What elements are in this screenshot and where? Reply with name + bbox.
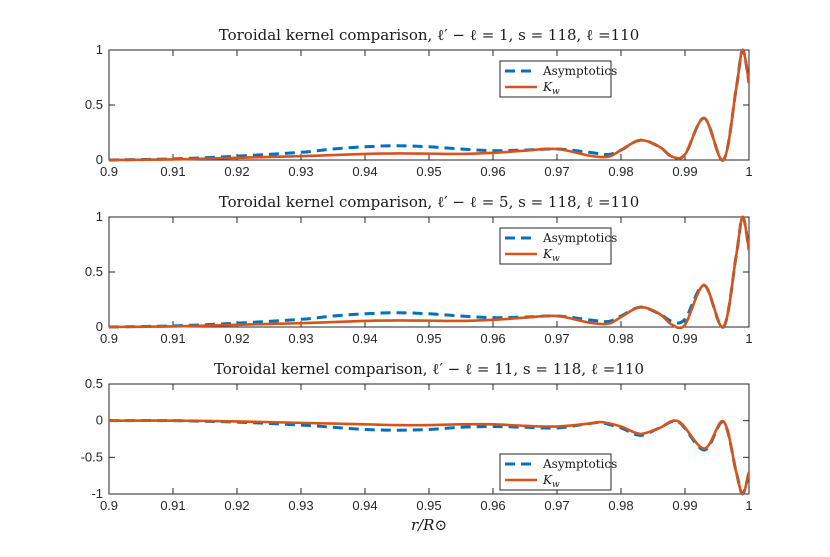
x-tick-label: 0.94 <box>352 498 377 513</box>
x-tick-label: 0.99 <box>672 498 697 513</box>
chart-panel-1: Toroidal kernel comparison, ℓ′ − ℓ = 1, … <box>85 26 753 179</box>
series-group <box>109 48 749 162</box>
x-tick-label: 0.96 <box>480 498 505 513</box>
x-tick-label: 0.97 <box>544 331 569 346</box>
x-tick-label: 0.9 <box>100 498 118 513</box>
x-tick-label: 0.96 <box>480 331 505 346</box>
y-tick-label: 1 <box>96 42 103 57</box>
y-tick-label: 0.5 <box>85 264 103 279</box>
x-tick-label: 0.92 <box>224 498 249 513</box>
y-tick-label: 0.5 <box>85 376 103 391</box>
x-tick-label: 0.91 <box>160 331 185 346</box>
legend: Asymptotics Kw <box>499 453 617 491</box>
series-group <box>109 419 749 496</box>
x-tick-label: 0.95 <box>416 498 441 513</box>
x-tick-label: 0.97 <box>544 164 569 179</box>
y-tick-label: -1 <box>91 486 103 501</box>
x-tick-label: 0.94 <box>352 331 377 346</box>
series-group <box>109 215 749 329</box>
x-tick-label: 0.92 <box>224 164 249 179</box>
x-tick-label: 0.99 <box>672 331 697 346</box>
x-tick-label: 0.91 <box>160 164 185 179</box>
x-tick-label: 1 <box>745 498 752 513</box>
series-line-kw <box>109 215 749 329</box>
legend-box <box>499 453 612 491</box>
x-tick-label: 0.91 <box>160 498 185 513</box>
x-tick-label: 0.98 <box>608 164 633 179</box>
y-tick-label: 0 <box>96 413 103 428</box>
chart-title: Toroidal kernel comparison, ℓ′ − ℓ = 11,… <box>214 360 644 378</box>
x-tick-label: 0.98 <box>608 331 633 346</box>
x-tick-label: 0.98 <box>608 498 633 513</box>
x-tick-label: 1 <box>745 164 752 179</box>
legend-box <box>499 60 612 98</box>
x-tick-label: 0.9 <box>100 164 118 179</box>
x-axis-label: r/R⊙ <box>411 516 447 534</box>
x-tick-label: 0.93 <box>288 331 313 346</box>
x-tick-label: 1 <box>745 331 752 346</box>
legend-entry: Kw <box>542 473 560 490</box>
chart-panel-3: Toroidal kernel comparison, ℓ′ − ℓ = 11,… <box>81 360 753 513</box>
legend-entry-main: K <box>542 80 553 94</box>
legend: Asymptotics Kw <box>499 60 617 98</box>
legend-entry-main: K <box>542 247 553 261</box>
x-tick-label: 0.95 <box>416 164 441 179</box>
y-tick-label: 0.5 <box>85 97 103 112</box>
legend: Asymptotics Kw <box>499 227 617 265</box>
legend-entry: Kw <box>542 247 560 264</box>
x-tick-label: 0.94 <box>352 164 377 179</box>
chart-title: Toroidal kernel comparison, ℓ′ − ℓ = 1, … <box>219 26 640 44</box>
y-tick-label: -0.5 <box>81 449 103 464</box>
x-tick-label: 0.97 <box>544 498 569 513</box>
x-tick-label: 0.95 <box>416 331 441 346</box>
legend-entry-subscript: w <box>552 87 560 97</box>
series-line-kw <box>109 419 749 496</box>
y-tick-label: 1 <box>96 209 103 224</box>
legend-entry: Asymptotics <box>542 231 617 245</box>
x-tick-label: 0.9 <box>100 331 118 346</box>
legend-entry: Kw <box>542 80 560 97</box>
legend-entry-subscript: w <box>552 480 560 490</box>
legend-entry: Asymptotics <box>542 457 617 471</box>
chart-title: Toroidal kernel comparison, ℓ′ − ℓ = 5, … <box>219 193 640 211</box>
y-tick-label: 0 <box>96 152 103 167</box>
legend-box <box>499 227 612 265</box>
y-tick-label: 0 <box>96 319 103 334</box>
x-tick-label: 0.93 <box>288 498 313 513</box>
legend-entry-subscript: w <box>552 254 560 264</box>
x-tick-label: 0.99 <box>672 164 697 179</box>
chart-panel-2: Toroidal kernel comparison, ℓ′ − ℓ = 5, … <box>85 193 753 346</box>
series-line-kw <box>109 48 749 162</box>
x-tick-label: 0.96 <box>480 164 505 179</box>
legend-entry: Asymptotics <box>542 64 617 78</box>
x-tick-label: 0.93 <box>288 164 313 179</box>
legend-entry-main: K <box>542 473 553 487</box>
plot-area-border <box>108 383 750 495</box>
x-tick-label: 0.92 <box>224 331 249 346</box>
